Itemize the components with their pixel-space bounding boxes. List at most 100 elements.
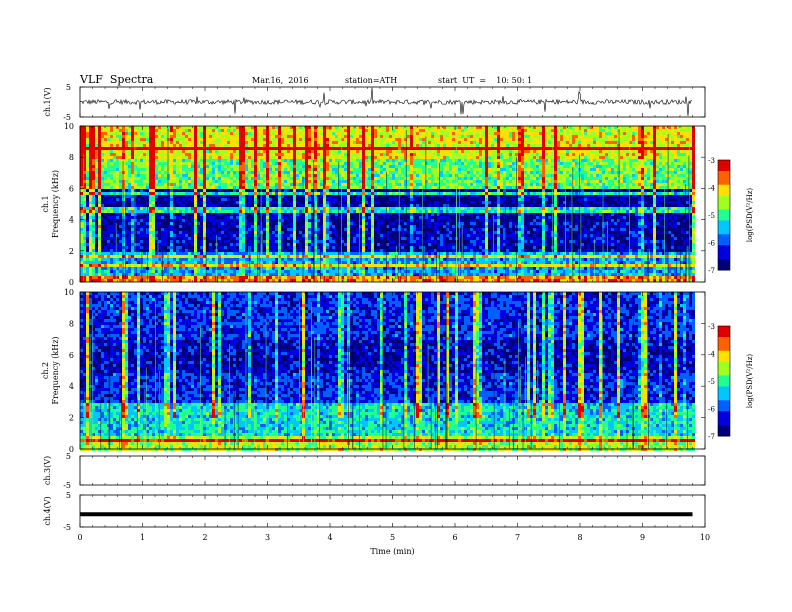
ch1-spectrogram-cell (551, 132, 554, 135)
ch1-spectrogram-cell (167, 135, 170, 138)
ch1-spectrogram-cell (122, 132, 125, 135)
ch1-spectrogram-cell (119, 141, 122, 144)
ch1-spectrogram-cell (347, 141, 350, 144)
ch1-spectrogram-cell (293, 132, 296, 135)
ch1-spectrogram-cell (410, 141, 413, 144)
ch1-spectrogram-cell (476, 135, 479, 138)
ch1-spectrogram-cell (608, 138, 611, 141)
ch1-spectrogram-cell (410, 132, 413, 135)
ch1-spectrogram-cell (491, 132, 494, 135)
ch1-spectrogram-cell (659, 141, 662, 144)
ch1-spectrogram-cell (497, 129, 500, 132)
ch1-spectrogram-cell (440, 129, 443, 132)
ch1-spectrogram-cell (92, 144, 95, 147)
ch1-spectrogram-cell (623, 132, 626, 135)
ch1-spectrogram-cell (629, 129, 632, 132)
ch1-spectrogram-cell (380, 132, 383, 135)
ch1-spectrogram-cell (182, 126, 185, 129)
ch1-spectrogram-cell (209, 141, 212, 144)
ch1-spectrogram-cell (446, 129, 449, 132)
ch1-spectrogram-cell (425, 129, 428, 132)
ch1-spectrogram-cell (464, 126, 467, 129)
ch1-spectrogram-cell (170, 141, 173, 144)
ch1-spectrogram-cell (161, 144, 164, 147)
ch1-spectrogram-cell (470, 138, 473, 141)
ch1-spectrogram-cell (446, 141, 449, 144)
ch1-spectrogram-cell (617, 135, 620, 138)
ch1-spectrogram-cell (128, 132, 131, 135)
ch1-spectrogram-cell (185, 141, 188, 144)
ch1-spectrogram-cell (551, 135, 554, 138)
ch1-spectrogram-cell (512, 141, 515, 144)
ch1-spectrogram-cell (677, 135, 680, 138)
ch1-spectrogram-cell (272, 135, 275, 138)
ch1-spectrogram-cell (569, 138, 572, 141)
ch1-spectrogram-cell (410, 138, 413, 141)
ch1-spectrogram-cell (269, 138, 272, 141)
ch1-spectrogram-cell (647, 138, 650, 141)
ch1-spectrogram-cell (98, 138, 101, 141)
ch1-spectrogram-cell (356, 135, 359, 138)
ch1-spectrogram-cell (155, 132, 158, 135)
ch1-spectrogram-cell (512, 138, 515, 141)
ch1-spectrogram-cell (482, 138, 485, 141)
ch1-spectrogram-cell (632, 129, 635, 132)
ch1-spectrogram-cell (560, 129, 563, 132)
ch1-spectrogram-cell (227, 132, 230, 135)
ch1-spectrogram-cell (404, 129, 407, 132)
ch1-spectrogram-cell (578, 135, 581, 138)
ch1-spectrogram-cell (614, 129, 617, 132)
ch1-spectrogram-cell (326, 126, 329, 129)
ch1-spectrogram-cell (593, 138, 596, 141)
ch1-spectrogram-cell (176, 129, 179, 132)
ch1-spectrogram-cell (548, 132, 551, 135)
ch1-spectrogram-cell (656, 132, 659, 135)
ch1-spectrogram-cell (674, 126, 677, 129)
ch1-spectrogram-cell (212, 135, 215, 138)
ch1-spectrogram-cell (620, 132, 623, 135)
ch1-spectrogram-cell (173, 129, 176, 132)
ch1-spectrogram-cell (254, 135, 257, 138)
ch1-spectrogram-cell (275, 132, 278, 135)
ch1-spectrogram-cell (455, 126, 458, 129)
ch1-spectrogram-cell (422, 141, 425, 144)
ch1-spectrogram-cell (182, 141, 185, 144)
ch1-spectrogram-cell (461, 132, 464, 135)
ch1-spectrogram-cell (527, 129, 530, 132)
ch1-spectrogram-cell (317, 129, 320, 132)
ch1-spectrogram-cell (662, 138, 665, 141)
ch1-spectrogram-cell (302, 135, 305, 138)
ch1-spectrogram-cell (506, 126, 509, 129)
ch1-spectrogram-cell (125, 144, 128, 147)
ch1-spectrogram-cell (671, 138, 674, 141)
ch1-spectrogram-cell (458, 132, 461, 135)
ch1-spectrogram-cell (323, 129, 326, 132)
ch1-spectrogram-cell (647, 132, 650, 135)
ch1-spectrogram-cell (365, 132, 368, 135)
ch1-spectrogram-cell (413, 129, 416, 132)
ch1-spectrogram-cell (344, 141, 347, 144)
ch1-spectrogram-cell (233, 141, 236, 144)
ch1-spectrogram-cell (335, 138, 338, 141)
ch1-spectrogram-cell (569, 141, 572, 144)
ch1-spectrogram-cell (365, 129, 368, 132)
ch1-spectrogram-cell (287, 141, 290, 144)
ch1-spectrogram-cell (476, 126, 479, 129)
ch1-spectrogram-cell (173, 138, 176, 141)
ch1-spectrogram-cell (677, 138, 680, 141)
ch1-spectrogram-cell (464, 129, 467, 132)
ch1-spectrogram-cell (422, 138, 425, 141)
ch1-spectrogram-cell (374, 132, 377, 135)
ch1-spectrogram-cell (83, 126, 86, 129)
ch1-spectrogram-cell (215, 135, 218, 138)
ch1-spectrogram-cell (530, 141, 533, 144)
ch1-spectrogram-cell (101, 126, 104, 129)
ch1-spectrogram-cell (668, 138, 671, 141)
ch1-spectrogram-cell (254, 138, 257, 141)
ch1-spectrogram-cell (638, 126, 641, 129)
ch1-spectrogram-cell (407, 141, 410, 144)
ch1-spectrogram-cell (86, 135, 89, 138)
ch1-spectrogram-cell (83, 129, 86, 132)
ch1-spectrogram-cell (344, 135, 347, 138)
ch1-spectrogram-cell (338, 141, 341, 144)
